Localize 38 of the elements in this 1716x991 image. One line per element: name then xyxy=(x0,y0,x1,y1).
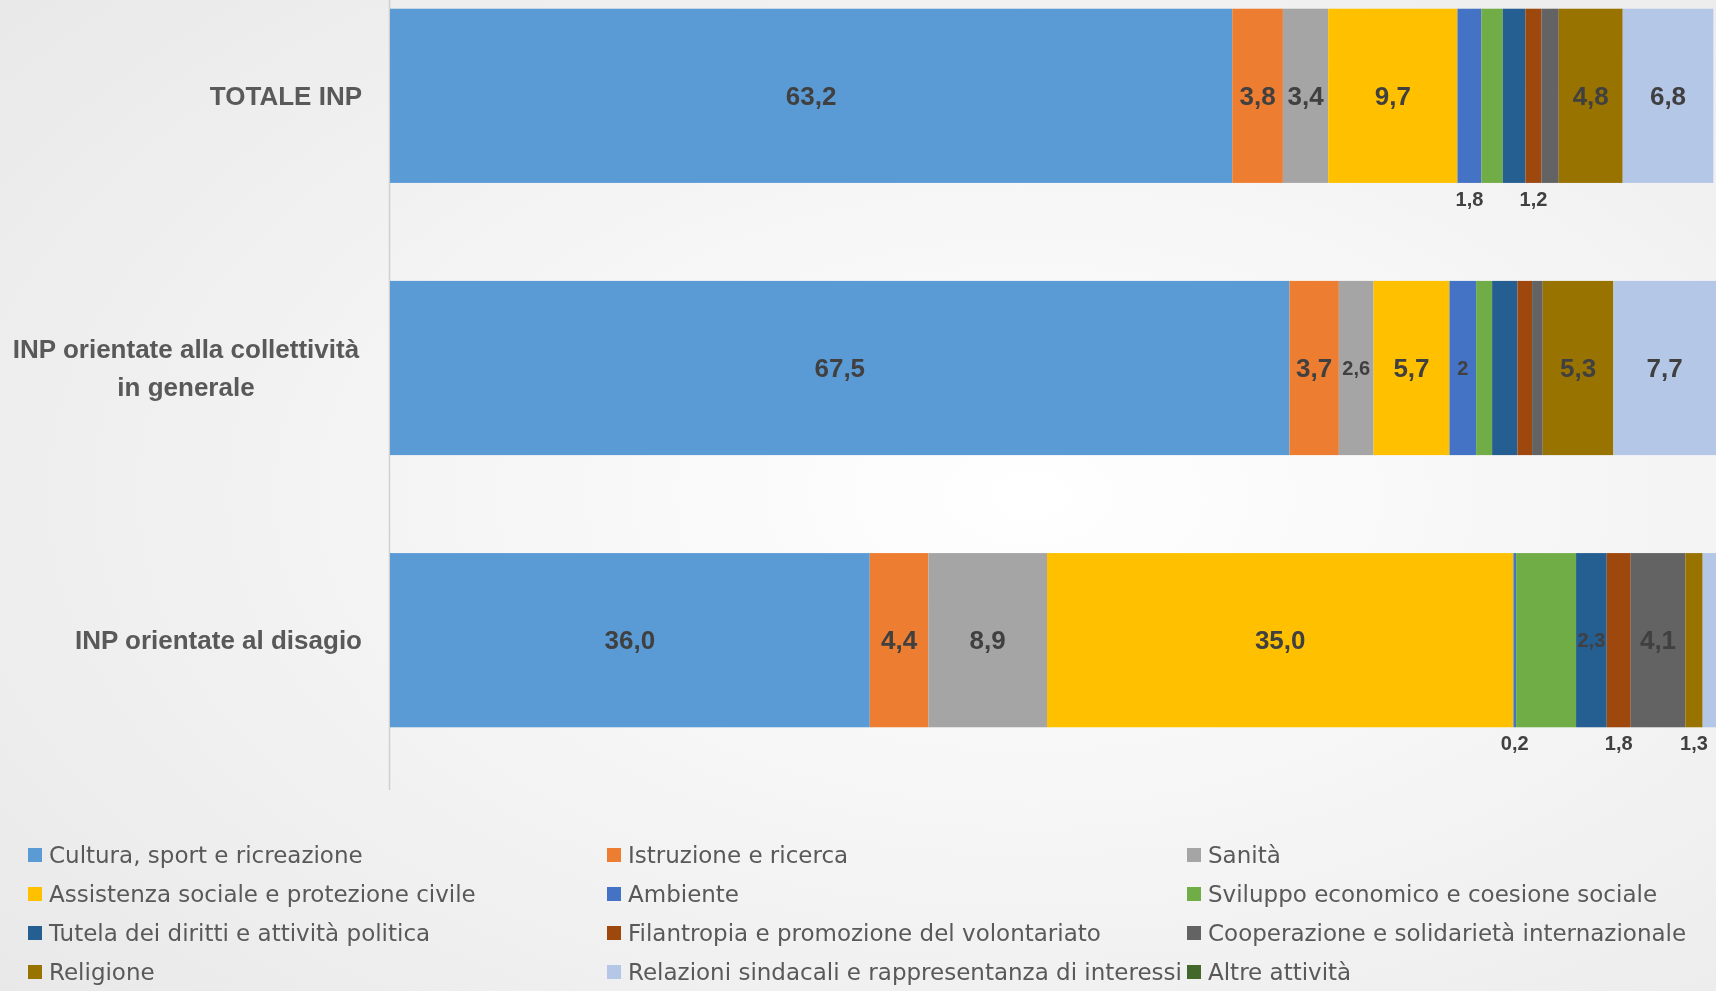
data-label: 9,7 xyxy=(1374,80,1411,111)
data-label: 35,0 xyxy=(1254,625,1306,656)
data-label: 7,7 xyxy=(1646,353,1683,383)
y-tick-label: INP orientate al disagio xyxy=(74,625,362,656)
data-label: 1,3 xyxy=(1680,732,1708,755)
data-label: 8,9 xyxy=(969,625,1006,656)
legend-label: Tutela dei diritti e attività politica xyxy=(48,920,431,946)
legend-label: Istruzione e ricerca xyxy=(628,842,849,868)
legend-label: Assistenza sociale e protezione civile xyxy=(49,881,476,907)
data-label: 3,8 xyxy=(1239,80,1276,111)
legend-label: Sviluppo economico e coesione sociale xyxy=(1208,881,1658,907)
legend-label: Religione xyxy=(49,959,155,985)
data-label: 4,4 xyxy=(881,625,918,656)
y-tick-label: TOTALE INP xyxy=(209,80,362,111)
data-label: 1,2 xyxy=(1519,187,1548,210)
y-tick-label: INP orientate alla collettività in generale xyxy=(12,334,360,402)
data-label: 63,2 xyxy=(785,80,837,111)
data-label: 2 xyxy=(1457,357,1469,379)
data-label: 5,7 xyxy=(1393,353,1430,383)
data-label: 1,8 xyxy=(1604,732,1633,755)
data-label: 67,5 xyxy=(814,353,866,383)
data-label: 6,8 xyxy=(1649,80,1687,111)
data-label: 36,0 xyxy=(604,625,656,656)
legend-label: Sanità xyxy=(1208,842,1281,868)
data-label: 2,6 xyxy=(1342,357,1371,379)
legend-label: Filantropia e promozione del volontariato xyxy=(628,920,1101,946)
legend-label: Ambiente xyxy=(628,881,740,907)
legend-label: Altre attività xyxy=(1208,959,1352,985)
data-label: 2,3 xyxy=(1577,629,1606,652)
data-label: 1,8 xyxy=(1455,187,1484,210)
data-label: 3,4 xyxy=(1287,80,1325,111)
data-label: 4,8 xyxy=(1572,80,1609,111)
legend-label: Cooperazione e solidarietà internazionale xyxy=(1208,920,1687,946)
legend-label: Relazioni sindacali e rappresentanza di interessi xyxy=(628,959,1182,985)
data-label: 3,7 xyxy=(1296,353,1333,383)
data-label: 0,2 xyxy=(1500,732,1529,755)
data-label: 5,3 xyxy=(1559,353,1597,383)
legend-label: Cultura, sport e ricreazione xyxy=(49,842,363,868)
